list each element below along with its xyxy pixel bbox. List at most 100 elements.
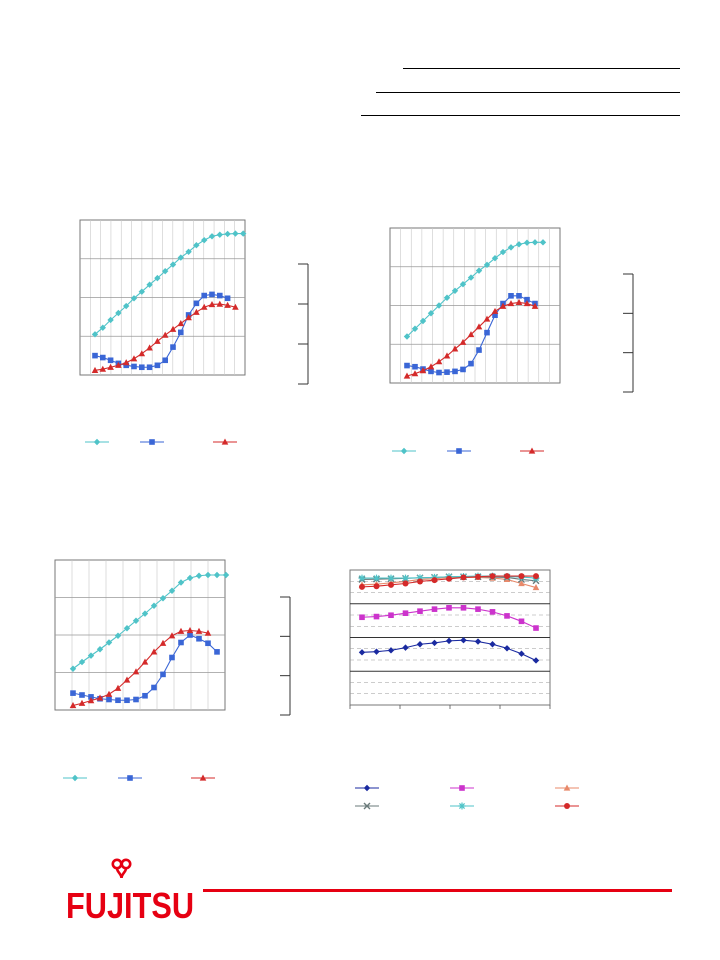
chart-2-series-1-point bbox=[403, 333, 411, 340]
chart-1-series-3-point bbox=[232, 303, 239, 310]
chart-3-series-2-point bbox=[151, 684, 157, 691]
chart-2-legend-marker-1 bbox=[400, 447, 408, 455]
chart-3-series-1-point bbox=[159, 595, 167, 602]
chart-3-series-2-point bbox=[70, 690, 76, 696]
chart-1-series-1-point bbox=[115, 309, 122, 317]
header-rule-1 bbox=[403, 68, 680, 69]
chart-2-series-1-point bbox=[459, 280, 467, 288]
chart-3-series-1-point bbox=[105, 639, 113, 646]
chart-1-series-1-point bbox=[208, 233, 216, 240]
chart-2-series-3-point bbox=[459, 338, 467, 345]
chart-3-series-1-point bbox=[204, 571, 212, 579]
chart-1-series-3-point bbox=[193, 308, 200, 315]
chart-4-series-2-point bbox=[533, 625, 539, 631]
chart-3-legend-marker-3 bbox=[199, 774, 207, 781]
chart-3-series-3-line bbox=[72, 629, 209, 707]
chart-1-series-1-point bbox=[154, 274, 161, 282]
chart-3-series-1-point bbox=[168, 587, 176, 594]
chart-2-series-1-point bbox=[499, 248, 507, 256]
chart-1-series-1-point bbox=[99, 324, 106, 331]
chart-1-legend-marker-3 bbox=[221, 438, 229, 445]
chart-4-series-6-point bbox=[417, 578, 423, 585]
chart-2-series-2-point bbox=[516, 293, 522, 299]
chart-1-series-2-point bbox=[123, 362, 129, 369]
chart-2-series-1-point bbox=[523, 239, 531, 246]
chart-4-series-1-point bbox=[416, 641, 424, 648]
chart-1-series-3-point bbox=[146, 344, 153, 351]
chart-1-series-1-point bbox=[138, 288, 145, 295]
chart-2-legend-marker-3 bbox=[528, 447, 536, 454]
chart-3-series-1-point bbox=[132, 617, 140, 624]
chart-4-series-2-point bbox=[417, 608, 423, 614]
chart-2-series-2-point bbox=[484, 329, 490, 336]
chart-2-series-1-point bbox=[443, 294, 451, 301]
chart-4-series-2-point bbox=[460, 605, 467, 611]
chart-4-series-5-point bbox=[387, 574, 395, 582]
chart-2-series-1-point bbox=[467, 274, 475, 281]
chart-1-series-2-point bbox=[139, 364, 145, 371]
chart-4-series-6-point bbox=[446, 575, 452, 582]
chart-3-series-2-point bbox=[178, 639, 184, 646]
chart-2-series-2-point bbox=[428, 368, 434, 375]
svg-text:FUJITSU: FUJITSU bbox=[66, 885, 194, 922]
chart-2-series-1-point bbox=[451, 287, 459, 294]
chart-3-series-3-point bbox=[87, 697, 95, 704]
chart-2-series-2-point bbox=[444, 369, 450, 375]
chart-4-series-5-point bbox=[373, 574, 380, 582]
chart-1-series-1-point bbox=[201, 236, 208, 244]
chart-3-series-2-point bbox=[214, 649, 220, 655]
chart-4-series-6-point bbox=[388, 581, 394, 588]
chart-4-series-2-point bbox=[518, 618, 525, 625]
chart-4-series-6-point bbox=[489, 573, 496, 580]
chart-3-series-2-point bbox=[169, 654, 175, 661]
chart-1-series-3-point bbox=[130, 355, 138, 362]
chart-3-series-1-point bbox=[96, 646, 104, 653]
chart-1-series-1-point bbox=[169, 261, 177, 268]
chart-3-series-1-point bbox=[69, 665, 77, 672]
chart-2-series-3-point bbox=[507, 300, 515, 307]
chart-2-series-3-point bbox=[531, 302, 539, 309]
chart-1-series-2-point bbox=[170, 344, 176, 350]
chart-4-series-1-point bbox=[445, 637, 453, 645]
chart-4-series-6-point bbox=[518, 573, 525, 580]
chart-3-series-1-point bbox=[222, 571, 230, 579]
chart-3-legend-marker-1 bbox=[71, 774, 79, 782]
chart-1-series-3-point bbox=[115, 361, 122, 368]
chart-3-series-1-point bbox=[186, 574, 194, 582]
chart-4-legend-marker-3 bbox=[563, 784, 571, 791]
chart-4-series-2-point bbox=[475, 606, 481, 612]
chart-4-series-5-point bbox=[402, 574, 409, 582]
chart-2-series-2-point bbox=[404, 362, 410, 369]
chart-4 bbox=[349, 569, 610, 815]
chart-2-series-2-point bbox=[508, 293, 514, 299]
chart-2-series-3-point bbox=[467, 331, 475, 338]
chart-2-series-1-point bbox=[515, 241, 523, 248]
chart-1-series-1-point bbox=[177, 254, 184, 261]
chart-1-series-2-point bbox=[193, 300, 200, 307]
chart-4-series-6-point bbox=[402, 580, 409, 587]
chart-2-series-1-point bbox=[435, 302, 443, 309]
chart-4-series-1-point bbox=[402, 644, 409, 651]
chart-3-series-3-point bbox=[168, 632, 176, 639]
chart-3-series-1-point bbox=[114, 632, 122, 639]
chart-3-series-2-point bbox=[160, 671, 166, 678]
chart-1-legend-marker-1 bbox=[93, 438, 101, 446]
chart-3-series-3-point bbox=[204, 629, 212, 636]
chart-3-series-2-point bbox=[196, 635, 202, 642]
chart-3-series-3-point bbox=[105, 690, 113, 697]
chart-1-series-1-point bbox=[146, 281, 153, 288]
chart-2-series-1-point bbox=[491, 255, 499, 262]
chart-2-series-1-point bbox=[411, 325, 419, 332]
chart-2-series-3-point bbox=[491, 307, 499, 314]
chart-2-series-2-point bbox=[492, 312, 498, 318]
chart-1-series-3-point bbox=[216, 300, 224, 307]
chart-1-series-2-point bbox=[92, 352, 98, 359]
chart-4-series-6-point bbox=[359, 583, 365, 590]
chart-3-series-3-point bbox=[177, 627, 185, 634]
chart-2-series-1-point bbox=[507, 244, 515, 251]
chart-1-series-2-point bbox=[154, 362, 161, 369]
chart-2-series-1-point bbox=[475, 267, 483, 274]
fujitsu-logo: FUJITSU bbox=[64, 858, 196, 926]
chart-4-series-6-point bbox=[460, 574, 467, 581]
chart-1-series-3-point bbox=[138, 350, 146, 357]
